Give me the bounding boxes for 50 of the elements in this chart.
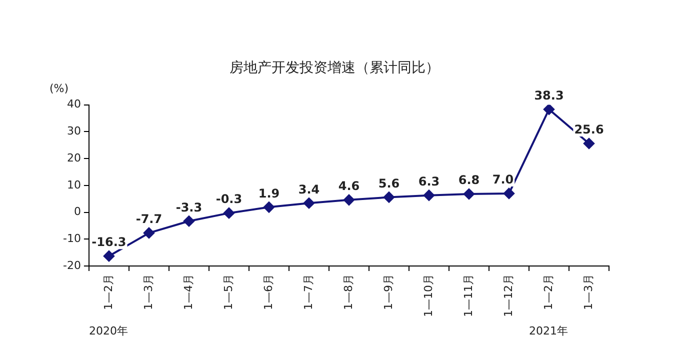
y-tick-label: 40 (66, 98, 81, 111)
point (143, 227, 154, 238)
x-tick-label: 1—2月 (102, 274, 115, 310)
x-tick-label: 1—6月 (262, 274, 275, 310)
x-tick-label: 1—5月 (222, 274, 235, 310)
point (383, 192, 394, 203)
x-tick-label: 1—3月 (582, 274, 595, 310)
x-tick-label: 1—10月 (422, 274, 435, 318)
y-tick-label: -20 (63, 258, 81, 272)
data-label: 4.6 (338, 179, 360, 194)
point (463, 188, 474, 200)
data-label: 1.9 (258, 186, 280, 200)
point (103, 250, 114, 262)
point (223, 208, 234, 219)
x-tick-label: 1—9月 (382, 274, 395, 310)
y-tick-label: 10 (66, 178, 81, 192)
point (423, 190, 434, 201)
data-label: 6.3 (418, 174, 440, 188)
x-tick-label: 1—11月 (462, 274, 475, 318)
text: 2021年 (528, 324, 568, 338)
y-axis-title: (%) (49, 82, 68, 96)
data-label: 5.6 (378, 176, 400, 190)
data-label: 38.3 (534, 88, 564, 102)
chart-title: 房地产开发投资增速（累计同比） (230, 60, 440, 76)
x-tick-label: 1—3月 (142, 274, 155, 310)
data-label: 3.4 (298, 182, 320, 196)
point (303, 198, 314, 209)
x-tick-label: 1—7月 (302, 274, 315, 310)
data-label: -16.3 (92, 235, 126, 250)
y-tick-label: 30 (66, 124, 81, 138)
point (343, 194, 354, 206)
point (183, 216, 194, 227)
x-tick-label: 1—4月 (182, 274, 195, 310)
point (584, 138, 594, 149)
point (543, 104, 554, 115)
y-tick-label: 0 (74, 205, 81, 218)
x-tick-label: 1—12月 (502, 274, 515, 318)
y-tick-label: 20 (66, 151, 81, 164)
point (263, 202, 274, 213)
data-label: 25.6 (574, 122, 604, 137)
data-label: -0.3 (216, 192, 242, 206)
y-tick-label: -10 (63, 232, 81, 245)
data-label: -3.3 (176, 200, 202, 214)
data-label: 7.0 (492, 172, 514, 187)
x-tick-label: 1—8月 (342, 274, 355, 310)
text: 2020年 (88, 324, 128, 338)
data-label: 6.8 (458, 173, 480, 188)
data-label: -7.7 (136, 212, 162, 226)
x-tick-label: 1—2月 (542, 274, 555, 310)
point (503, 188, 514, 199)
